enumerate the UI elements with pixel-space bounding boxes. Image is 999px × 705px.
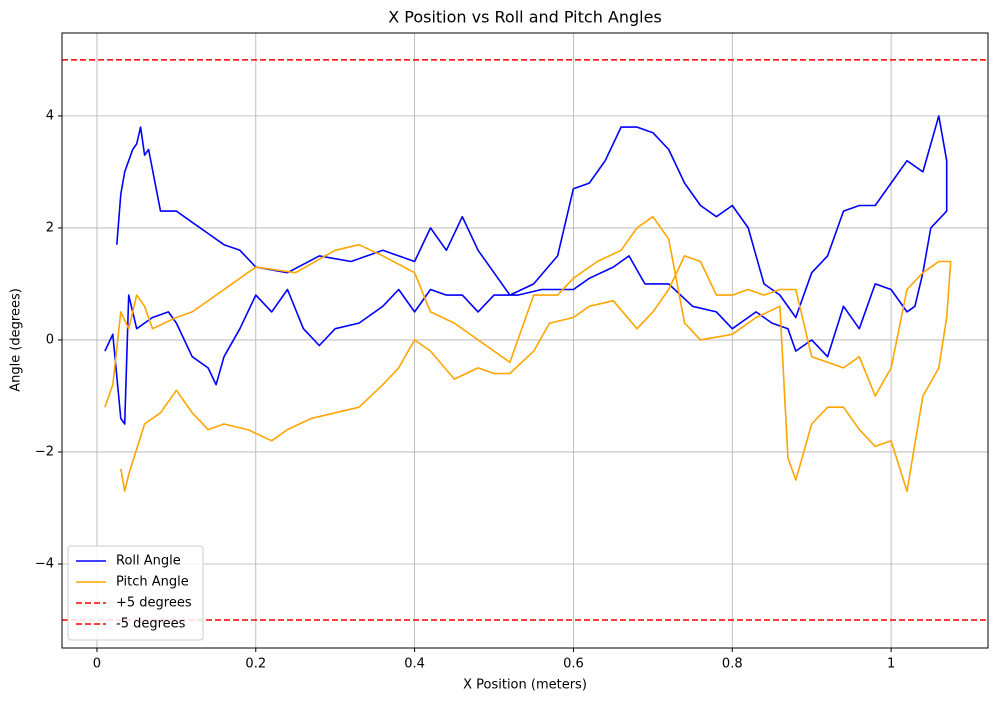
x-tick-label: 0.8 xyxy=(722,657,743,672)
x-axis-label: X Position (meters) xyxy=(463,678,587,693)
x-tick-label: 0.6 xyxy=(563,657,584,672)
plot-frame xyxy=(61,32,989,649)
x-tick-label: 0.2 xyxy=(245,657,266,672)
x-tick-label: 1 xyxy=(887,657,895,672)
y-tick-label: −4 xyxy=(35,556,54,571)
y-tick-label: −2 xyxy=(35,444,54,459)
legend-label: -5 degrees xyxy=(116,617,186,632)
x-tick-label: 0 xyxy=(93,657,101,672)
y-tick-label: 2 xyxy=(46,220,54,235)
legend-label: Roll Angle xyxy=(116,554,181,569)
series-line xyxy=(104,215,952,492)
chart-title: X Position vs Roll and Pitch Angles xyxy=(388,8,662,27)
legend-label: +5 degrees xyxy=(116,596,192,611)
legend-label: Pitch Angle xyxy=(116,575,189,590)
y-axis-label: Angle (degrees) xyxy=(9,288,24,392)
y-tick-label: 4 xyxy=(46,108,54,123)
y-tick-label: 0 xyxy=(46,332,54,347)
series-line xyxy=(104,115,948,425)
legend-box xyxy=(67,545,204,641)
x-tick-label: 0.4 xyxy=(404,657,425,672)
